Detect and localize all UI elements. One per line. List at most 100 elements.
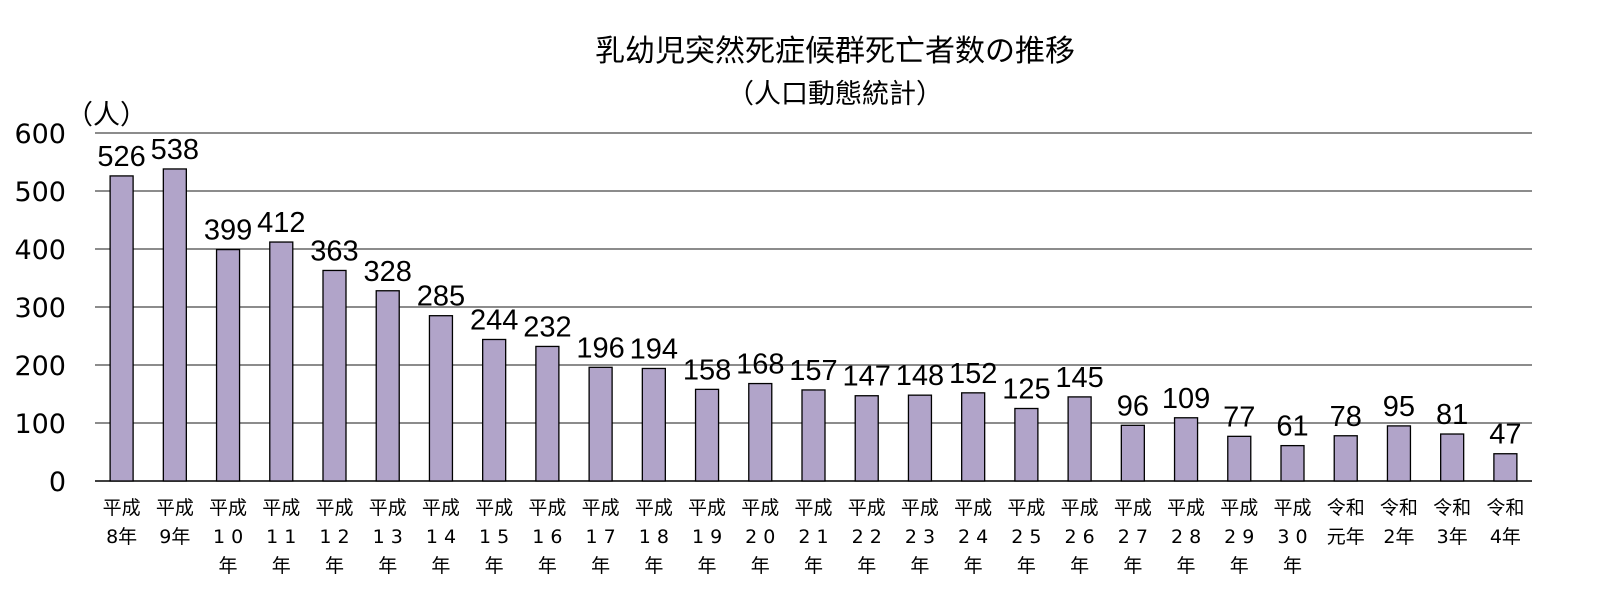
x-tick-label: 平成	[954, 497, 992, 519]
x-tick-label: 3 0	[1277, 526, 1307, 548]
x-tick-label: 年	[698, 555, 717, 577]
bar	[215, 248, 241, 482]
y-tick-label: 100	[14, 409, 66, 440]
value-label: 158	[683, 354, 731, 386]
x-tick-label: 1 8	[639, 526, 669, 548]
bar	[1173, 417, 1199, 482]
x-tick-label: 令和	[1380, 497, 1418, 519]
value-label: 244	[470, 304, 518, 336]
bar	[162, 168, 187, 482]
bar	[1120, 424, 1145, 482]
x-tick-label: 2 0	[745, 526, 775, 548]
x-tick-label: 1 3	[373, 526, 403, 548]
value-label: 157	[789, 355, 837, 387]
bar	[961, 392, 986, 482]
x-tick-label: 2年	[1383, 526, 1414, 548]
value-label: 168	[736, 349, 784, 381]
x-tick-label: 年	[431, 555, 450, 577]
x-tick-label: 9年	[159, 526, 190, 548]
value-label: 109	[1162, 383, 1210, 415]
x-tick-label: 1 2	[319, 526, 349, 548]
y-axis-unit-label: （人）	[66, 100, 147, 131]
x-tick-label: 2 6	[1065, 526, 1095, 548]
x-tick-label: 2 2	[852, 526, 882, 548]
chart-title: 乳幼児突然死症候群死亡者数の推移	[595, 34, 1075, 69]
x-tick-label: 令和	[1327, 497, 1365, 519]
bar	[1067, 396, 1092, 482]
bar	[375, 290, 400, 482]
bar	[854, 395, 879, 482]
bar	[588, 366, 613, 482]
y-tick-label: 500	[14, 177, 66, 208]
y-tick-label: 600	[14, 119, 66, 150]
y-tick-label: 0	[49, 467, 66, 498]
x-tick-label: 平成	[1114, 497, 1152, 519]
value-label: 96	[1117, 390, 1149, 422]
x-tick-label: 1 4	[426, 526, 456, 548]
value-label: 538	[151, 134, 199, 166]
x-tick-label: 平成	[475, 497, 513, 519]
bar	[1493, 453, 1518, 482]
x-tick-label: 平成	[262, 497, 300, 519]
x-tick-label: 2 9	[1224, 526, 1254, 548]
x-tick-label: 平成	[794, 497, 832, 519]
x-tick-label: 3年	[1437, 526, 1468, 548]
x-tick-label: 令和	[1486, 497, 1524, 519]
bar	[1333, 435, 1358, 482]
x-tick-label: 年	[1283, 555, 1302, 577]
x-tick-label: 2 8	[1171, 526, 1201, 548]
value-label: 78	[1330, 401, 1362, 433]
value-label: 125	[1002, 374, 1050, 406]
x-tick-label: 年	[538, 555, 557, 577]
x-tick-label: 平成	[1167, 497, 1205, 519]
x-tick-label: 平成	[156, 497, 194, 519]
x-tick-label: 平成	[635, 497, 673, 519]
x-tick-label: 年	[1017, 555, 1036, 577]
x-tick-label: 平成	[1273, 497, 1311, 519]
x-tick-label: 年	[219, 555, 238, 577]
x-tick-label: 年	[857, 555, 876, 577]
bars	[109, 168, 1518, 482]
x-tick-label: 平成	[209, 497, 247, 519]
bar	[428, 315, 454, 482]
value-label: 95	[1383, 391, 1415, 423]
x-tick-label: 平成	[688, 497, 726, 519]
x-tick-label: 平成	[315, 497, 353, 519]
x-tick-label: 2 7	[1118, 526, 1148, 548]
x-tick-label: 8年	[106, 526, 137, 548]
x-tick-label: 平成	[369, 497, 407, 519]
x-tick-label: 2 3	[905, 526, 935, 548]
x-tick-label: 1 1	[266, 526, 296, 548]
x-tick-label: 平成	[1220, 497, 1258, 519]
x-tick-label: 年	[910, 555, 929, 577]
value-label: 47	[1489, 419, 1521, 451]
y-tick-label: 300	[14, 293, 66, 324]
value-label: 328	[364, 256, 412, 288]
y-tick-labels: 0 100 200 300 400 500 600	[14, 119, 66, 498]
value-label: 363	[310, 235, 358, 267]
x-tick-label: 平成	[422, 497, 460, 519]
x-tick-label: 平成	[901, 497, 939, 519]
bar	[322, 269, 347, 482]
x-tick-label: 年	[804, 555, 823, 577]
value-label: 399	[204, 215, 252, 247]
x-tick-label: 年	[964, 555, 983, 577]
y-tick-label: 400	[14, 235, 66, 266]
x-tick-label: 1 7	[586, 526, 616, 548]
value-label: 77	[1223, 401, 1255, 433]
x-tick-label: 年	[378, 555, 397, 577]
x-tick-label: 年	[325, 555, 344, 577]
bar	[1227, 435, 1252, 482]
value-label: 81	[1436, 399, 1468, 431]
value-label: 145	[1055, 362, 1103, 394]
value-label: 147	[843, 361, 891, 393]
bar	[1014, 407, 1039, 482]
x-tick-label: 年	[644, 555, 663, 577]
x-tick-label: 平成	[848, 497, 886, 519]
bar	[1440, 433, 1465, 482]
value-label: 61	[1276, 411, 1308, 443]
value-label: 232	[523, 311, 571, 343]
